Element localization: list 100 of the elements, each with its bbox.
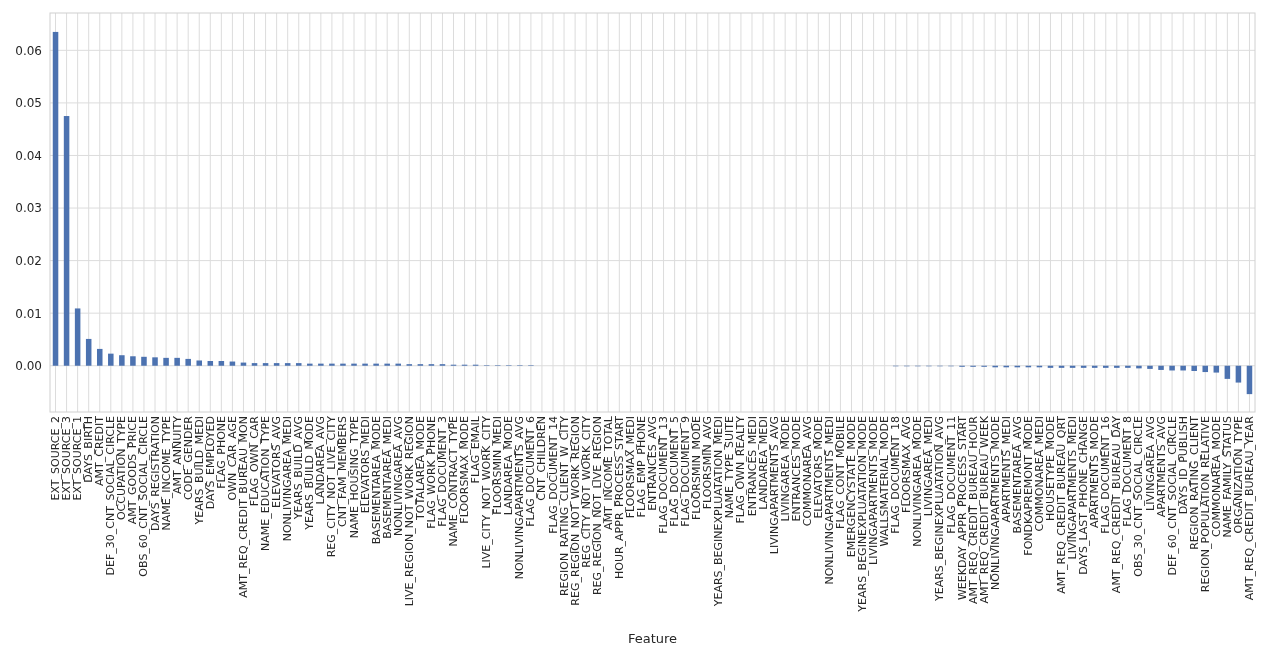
x-tick-label: TOTALAREA_MODE <box>413 415 427 521</box>
x-tick-label: FLAG_DOCUMENT_3 <box>435 416 449 527</box>
x-tick-label: DEF_60_CNT_SOCIAL_CIRCLE <box>1165 415 1179 576</box>
x-tick-label: LIVINGAREA_MODE <box>778 415 792 522</box>
bar <box>1180 365 1186 371</box>
bar <box>1202 365 1209 373</box>
x-tick-label: OBS_30_CNT_SOCIAL_CIRCLE <box>1132 415 1146 577</box>
x-tick-label: OBS_60_CNT_SOCIAL_CIRCLE <box>137 415 151 577</box>
bar <box>185 358 191 366</box>
bar <box>218 361 225 366</box>
x-tick-label: AMT_REQ_CREDIT_BUREAU_HOUR <box>966 415 980 605</box>
x-tick-label: NAME_TYPE_SUITE <box>723 415 737 519</box>
x-tick-label: REG_CITY_NOT_LIVE_CITY <box>325 415 339 558</box>
x-tick-label: LANDAREA_MODE <box>502 415 516 516</box>
x-tick-label: HOUSETYPE_MODE <box>1044 415 1057 522</box>
x-tick-label: FLAG_OWN_CAR <box>248 415 262 507</box>
x-tick-label: NAME_INCOME_TYPE <box>159 415 173 531</box>
x-tick-label: COMMONAREA_AVG <box>800 416 814 527</box>
bar <box>295 363 302 366</box>
x-tick-label: DAYS_EMPLOYED <box>203 416 217 510</box>
bar <box>1191 365 1197 371</box>
x-tick-label: DAYS_REGISTRATION <box>148 416 162 531</box>
bar <box>108 353 114 366</box>
bar <box>262 363 269 366</box>
x-tick-label: ENTRANCES_AVG <box>646 416 660 511</box>
y-tick-label: 0.06 <box>15 43 42 58</box>
x-tick-label: FLOORSMAX_MEDI <box>623 416 637 519</box>
x-tick-label: FLOORSMIN_MEDI <box>491 416 505 515</box>
bar <box>1125 365 1131 368</box>
x-tick-label: FLAG_DOCUMENT_6 <box>524 416 538 527</box>
x-tick-label: LANDAREA_AVG <box>314 416 328 505</box>
x-tick-label: CNT_FAM_MEMBERS <box>336 415 350 528</box>
x-tick-label: DAYS_BIRTH <box>82 416 96 483</box>
x-tick-label: LIVINGAPARTMENTS_MEDI <box>1066 416 1080 560</box>
bar <box>251 363 258 366</box>
x-tick-label: DAYS_LAST_PHONE_CHANGE <box>1077 415 1091 575</box>
bar <box>141 356 147 366</box>
x-tick-label: WEEKDAY_APPR_PROCESS_START <box>955 415 969 601</box>
x-tick-label: FLAG_DOCUMENT_9 <box>679 416 693 527</box>
bar <box>307 363 313 366</box>
x-tick-label: FLAG_CONT_MOBILE <box>833 415 847 529</box>
bar <box>1102 365 1109 368</box>
bar <box>130 356 136 366</box>
x-tick-label: COMMONAREA_MEDI <box>1032 416 1046 532</box>
bar <box>373 363 379 366</box>
x-tick-label: APARTMENTS_MODE <box>1088 415 1102 528</box>
y-tick-label: 0.03 <box>15 201 42 216</box>
bar <box>340 363 346 366</box>
y-tick-label: 0.05 <box>15 96 42 111</box>
x-tick-label: AMT_REQ_CREDIT_BUREAU_YEAR <box>1242 415 1256 601</box>
bar <box>74 308 81 366</box>
x-tick-label: HOUR_APPR_PROCESS_START <box>612 415 626 580</box>
x-tick-label: FLAG_EMAIL <box>469 415 483 484</box>
x-tick-label: YEARS_BUILD_MEDI <box>192 416 206 526</box>
x-tick-label: WALLSMATERIAL_MODE <box>878 415 892 547</box>
bar <box>351 363 357 366</box>
x-tick-label: FLAG_DOCUMENT_8 <box>1121 416 1135 527</box>
x-tick-label: FLAG_DOCUMENT_14 <box>546 416 560 534</box>
bar <box>1235 365 1242 383</box>
x-tick-label: LIVINGAPARTMENTS_AVG <box>767 416 781 555</box>
bar <box>384 363 390 366</box>
x-tick-label: LIVE_REGION_NOT_WORK_REGION <box>402 416 416 607</box>
x-tick-label: LIVINGAREA_AVG <box>1143 416 1157 511</box>
x-tick-label: NAME_HOUSING_TYPE <box>347 415 361 539</box>
bar <box>174 357 180 366</box>
x-tick-label: NONLIVINGAPARTMENTS_AVG <box>513 416 527 580</box>
bar <box>63 116 70 366</box>
x-tick-label: AMT_REQ_CREDIT_BUREAU_DAY <box>1110 415 1124 594</box>
y-tick-label: 0.04 <box>15 148 42 163</box>
x-tick-label: AMT_GOODS_PRICE <box>126 415 140 525</box>
x-tick-label: REGION_RATING_CLIENT_W_CITY <box>557 415 571 597</box>
bar <box>163 357 169 366</box>
bar <box>395 363 401 366</box>
x-tick-label: LANDAREA_MEDI <box>756 416 770 510</box>
x-tick-label: LIVE_CITY_NOT_WORK_CITY <box>480 415 494 569</box>
bar <box>284 363 291 366</box>
x-tick-label: YEARS_BEGINEXPLUATATION_MODE <box>856 415 870 613</box>
y-tick-label: 0.02 <box>15 253 42 268</box>
bar <box>329 363 335 366</box>
x-tick-label: ORGANIZATION_TYPE <box>1231 415 1245 534</box>
x-tick-label: BASEMENTAREA_AVG <box>1010 416 1024 534</box>
x-tick-label: AMT_CREDIT <box>93 415 107 486</box>
x-tick-label: FLAG_DOCUMENT_16 <box>1099 416 1113 534</box>
x-tick-label: EMERGENCYSTATE_MODE <box>845 415 859 558</box>
x-tick-label: NONLIVINGAREA_MODE <box>911 415 925 547</box>
bar <box>85 338 92 366</box>
x-tick-label: OCCUPATION_TYPE <box>115 415 129 521</box>
x-tick-label: LIVINGAPARTMENTS_MODE <box>867 415 881 565</box>
x-tick-label: ELEVATORS_AVG <box>270 416 284 508</box>
x-tick-label: REG_CITY_NOT_WORK_CITY <box>579 415 593 568</box>
x-tick-label: APARTMENTS_AVG <box>1154 416 1168 518</box>
bar <box>1169 365 1175 371</box>
bar <box>119 355 125 366</box>
x-tick-label: YEARS_BUILD_MODE <box>303 415 317 531</box>
x-tick-label: NAME_FAMILY_STATUS <box>1220 415 1234 538</box>
bar <box>152 357 158 366</box>
bar <box>1213 365 1220 373</box>
x-tick-label: YEARS_BEGINEXPLUATATION_MEDI <box>712 416 726 608</box>
x-tick-label: AMT_REQ_CREDIT_BUREAU_QRT <box>1055 415 1069 594</box>
x-tick-label: NAME_CONTRACT_TYPE <box>447 415 461 547</box>
